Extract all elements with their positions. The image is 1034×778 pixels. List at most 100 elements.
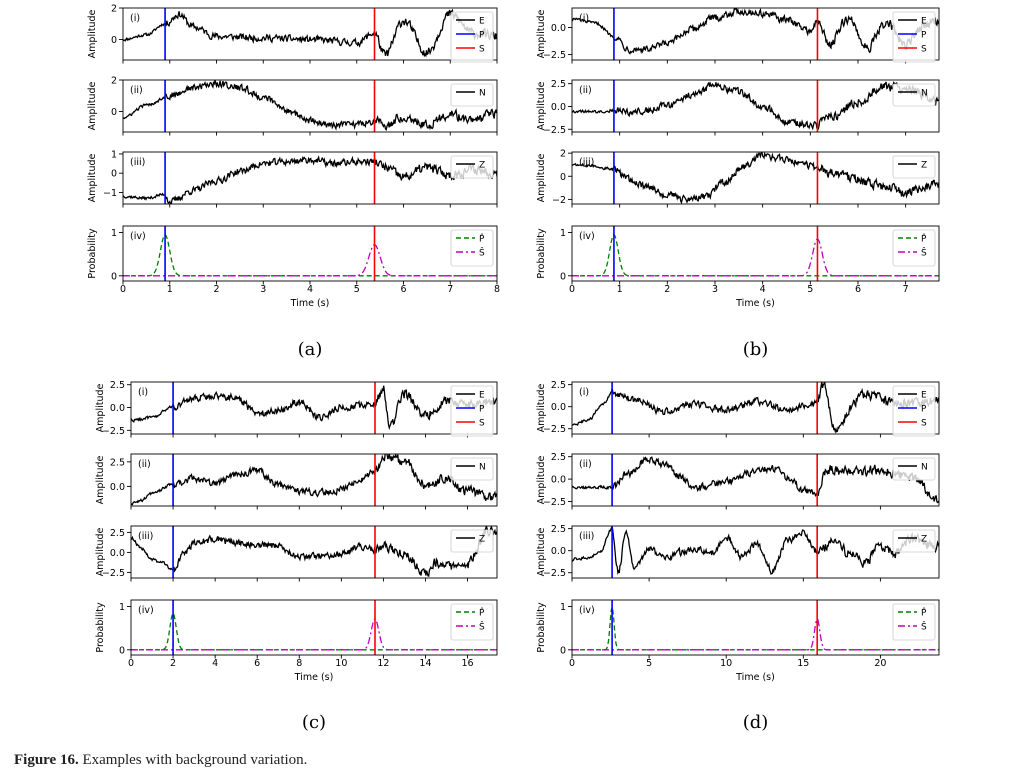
legend: Z [450,529,494,553]
legend: Z [892,155,936,179]
x-tick-label: 7 [903,284,909,295]
subfigure-a: 0 2 Amplitude (i) EPS 0 2 Amplitude (ii) N −1 0 1 Amp… [87,4,500,361]
y-tick-label: 2.5 [551,380,566,391]
x-tick-label: 4 [760,284,766,295]
legend-box [892,457,936,481]
legend-box [892,603,936,641]
caption-label: Figure 16. [14,752,79,768]
y-tick-label: 0.0 [110,482,125,493]
trace-z [572,152,939,204]
subfigure-label: (a) [298,339,323,360]
y-tick-label: 1 [560,228,566,239]
x-tick-label: 4 [212,658,218,669]
legend-entry: Z [921,161,927,171]
panel-frame [122,79,498,133]
trace-z [572,526,939,576]
panel-label: (ii) [579,85,592,96]
trace-n [572,81,939,131]
legend-box [450,83,494,107]
y-tick-label: 0 [119,645,125,656]
y-axis-label: Probability [536,228,547,279]
legend-entry: Ŝ [479,247,485,259]
panel-frame [571,525,940,579]
subfigure-label: (c) [302,712,326,733]
panel-label: (iv) [138,605,154,616]
panel-iv: 0 1 0 1 2 3 4 5 6 7 8 Probability (iv) P̂ Ŝ [87,225,500,295]
panel-label: (ii) [579,459,592,470]
y-tick-label: −2.5 [543,568,566,579]
x-tick-label: 0 [128,658,134,669]
x-tick-label: 0 [569,658,575,669]
legend-box [892,83,936,107]
s-probability-curve [123,243,497,277]
y-axis-label: Amplitude [87,154,98,203]
x-tick-label: 6 [254,658,260,669]
legend-entry: S [479,45,485,55]
legend-entry: Z [921,535,927,545]
trace-e [123,8,497,58]
legend-entry: P̂ [921,607,927,619]
x-tick-label: 16 [462,658,474,669]
y-tick-label: 0.0 [551,23,566,34]
y-tick-label: 0 [560,271,566,282]
y-tick-label: 0 [560,645,566,656]
y-tick-label: 0 [111,271,117,282]
legend-entry: Z [479,535,485,545]
y-tick-label: 2 [111,4,117,15]
legend-box [450,457,494,481]
y-tick-label: −2 [552,195,566,206]
panel-frame [571,599,940,656]
legend-entry: E [921,17,927,27]
x-tick-label: 2 [664,284,670,295]
y-tick-label: 2.5 [110,457,125,468]
legend-box [892,229,936,267]
panel-i: 0 2 Amplitude (i) EPS [87,4,498,64]
x-tick-label: 5 [646,658,652,669]
x-tick-label: 12 [377,658,389,669]
y-axis-label: Amplitude [87,82,98,131]
trace-n [131,454,497,506]
legend-entry: Z [479,161,485,171]
y-tick-label: 0.0 [551,546,566,557]
panel-frame [571,453,940,507]
panel-label: (iv) [130,231,146,242]
x-tick-label: 1 [167,284,173,295]
trace-z [131,526,497,577]
legend-entry: Ŝ [921,621,927,633]
panel-label: (i) [138,387,148,398]
legend: EPS [892,11,936,63]
y-tick-label: 2 [111,76,117,87]
p-probability-curve [572,233,939,277]
panel-ii: 2.5 0.0 Amplitude (ii) N [95,453,498,510]
legend-entry: N [921,463,928,473]
legend: P̂ Ŝ [450,229,494,267]
legend-box [892,155,936,179]
y-tick-label: 0.0 [551,402,566,413]
trace-e [131,385,497,431]
legend-entry: P̂ [479,233,485,245]
y-axis-label: Amplitude [536,154,547,203]
panel-frame [130,381,498,435]
panel-ii: 0 2 Amplitude (ii) N [87,76,498,136]
y-tick-label: −2.5 [543,424,566,435]
s-probability-curve [131,617,497,651]
y-tick-label: −2.5 [543,125,566,136]
legend-entry: E [479,17,485,27]
panel-frame [571,79,940,133]
x-tick-label: 8 [296,658,302,669]
legend-entry: Ŝ [921,247,927,259]
panel-label: (iv) [579,231,595,242]
x-axis-label: Time (s) [735,672,775,683]
legend-entry: N [479,463,486,473]
y-axis-label: Amplitude [536,528,547,577]
caption-text: Examples with background variation. [82,752,308,768]
trace-e [572,382,939,434]
trace-e [572,8,939,55]
